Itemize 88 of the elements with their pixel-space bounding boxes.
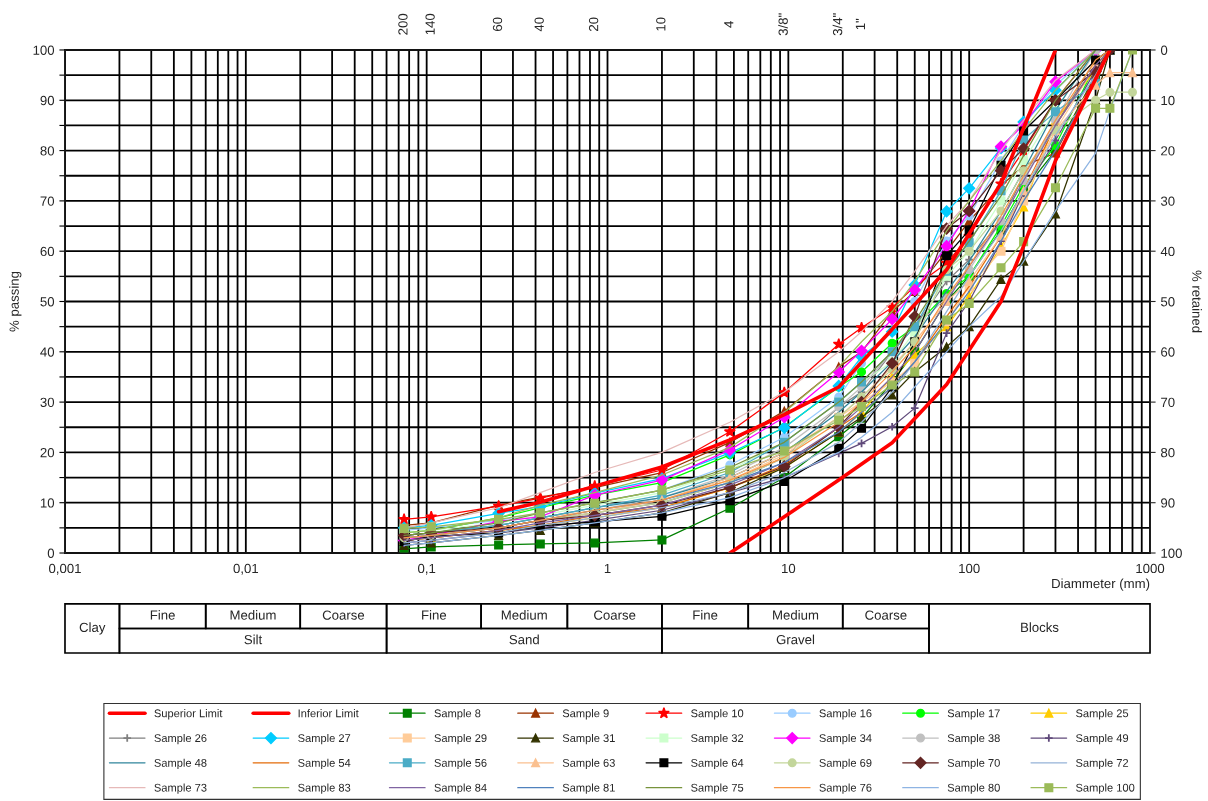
legend-label: Sample 81 bbox=[562, 783, 615, 794]
text: Coarse bbox=[865, 610, 907, 620]
legend-label: Sample 100 bbox=[1076, 783, 1135, 794]
text: 60 bbox=[492, 17, 503, 31]
legend-label: Sample 9 bbox=[562, 709, 609, 720]
text: Fine bbox=[693, 610, 718, 620]
legend-label: Sample 16 bbox=[819, 709, 872, 720]
x-tick-label: 10 bbox=[782, 563, 796, 574]
legend-label: Sample 25 bbox=[1076, 709, 1129, 720]
x-tick-label: 100 bbox=[959, 563, 980, 574]
y-tick-label: 20 bbox=[40, 447, 55, 458]
text: Silt bbox=[244, 634, 263, 645]
legend-label: Sample 69 bbox=[819, 758, 872, 770]
legend-label: Sample 56 bbox=[434, 758, 487, 770]
legend-label: Sample 34 bbox=[819, 733, 872, 745]
x-axis-title: Diammeter (mm) bbox=[1052, 578, 1150, 591]
legend-label: Sample 72 bbox=[1076, 758, 1129, 770]
legend-label: Sample 63 bbox=[562, 758, 615, 770]
y-tick-label: 60 bbox=[40, 246, 55, 257]
y-tick-label: 80 bbox=[40, 146, 55, 156]
legend-label: Sample 32 bbox=[691, 733, 744, 745]
legend-label: Sample 26 bbox=[154, 733, 207, 745]
text: Sand bbox=[509, 634, 539, 645]
legend-label: Sample 80 bbox=[947, 783, 1000, 794]
x-tick-label: 0,001 bbox=[49, 563, 81, 575]
y2-tick-label: 10 bbox=[1161, 95, 1175, 106]
y-tick-label: 100 bbox=[33, 45, 55, 55]
legend-label: Sample 38 bbox=[947, 733, 1000, 745]
y2-tick-label: 50 bbox=[1160, 297, 1175, 307]
x-tick-label: 0,1 bbox=[418, 563, 436, 575]
y-tick-label: 90 bbox=[40, 95, 55, 106]
y-tick-label: 30 bbox=[40, 397, 55, 408]
legend-label: Sample 64 bbox=[691, 758, 744, 770]
y2-tick-label: 80 bbox=[1161, 447, 1175, 458]
y-tick-label: 10 bbox=[40, 498, 55, 508]
y-axis-title: % passing bbox=[9, 271, 22, 332]
legend-label: Superior Limit bbox=[154, 709, 223, 720]
text: Blocks bbox=[1021, 622, 1059, 633]
legend-label: Sample 31 bbox=[562, 733, 615, 745]
legend-label: Sample 84 bbox=[434, 783, 487, 794]
text: 3/8" bbox=[778, 13, 788, 36]
legend-label: Sample 73 bbox=[154, 783, 207, 794]
text: 20 bbox=[588, 17, 599, 31]
text: 1" bbox=[855, 18, 865, 30]
text: 140 bbox=[425, 13, 435, 35]
legend-label: Sample 17 bbox=[947, 709, 1000, 720]
x-tick-label: 0,01 bbox=[233, 563, 259, 575]
legend-label: Sample 76 bbox=[819, 783, 872, 794]
text: 10 bbox=[656, 17, 666, 31]
text: Medium bbox=[501, 610, 547, 620]
y2-tick-label: 90 bbox=[1161, 498, 1175, 508]
text: Fine bbox=[150, 610, 175, 620]
text: Clay bbox=[79, 622, 106, 635]
y2-tick-label: 40 bbox=[1160, 246, 1175, 257]
y-tick-label: 0 bbox=[47, 548, 55, 558]
text: 40 bbox=[534, 17, 544, 32]
legend-label: Sample 83 bbox=[298, 783, 351, 794]
text: Medium bbox=[230, 610, 276, 620]
y-tick-label: 70 bbox=[40, 196, 55, 206]
y2-tick-label: 60 bbox=[1161, 347, 1175, 357]
legend-label: Sample 27 bbox=[298, 733, 351, 745]
text: Medium bbox=[773, 610, 819, 620]
y2-axis-title: % retained bbox=[1192, 270, 1202, 333]
legend-label: Sample 29 bbox=[434, 733, 487, 745]
y2-tick-label: 70 bbox=[1161, 397, 1175, 408]
y2-tick-label: 0 bbox=[1160, 45, 1168, 55]
text: Coarse bbox=[594, 610, 636, 620]
legend-label: Sample 48 bbox=[154, 758, 207, 770]
y-tick-label: 50 bbox=[40, 297, 55, 307]
legend-label: Sample 70 bbox=[947, 758, 1000, 770]
text: Coarse bbox=[322, 610, 365, 620]
legend-label: Sample 49 bbox=[1076, 733, 1129, 745]
legend-label: Sample 75 bbox=[691, 783, 744, 794]
text: Gravel bbox=[776, 634, 815, 645]
x-tick-label: 1 bbox=[604, 563, 611, 573]
text: 3/4" bbox=[832, 13, 843, 36]
y2-tick-label: 100 bbox=[1161, 548, 1182, 558]
x-tick-label: 1000 bbox=[1136, 563, 1165, 574]
text: 200 bbox=[398, 13, 408, 35]
legend-label: Sample 8 bbox=[434, 709, 481, 720]
text: Fine bbox=[422, 610, 447, 620]
text: 4 bbox=[724, 21, 734, 28]
y-tick-label: 40 bbox=[40, 347, 55, 357]
legend-label: Sample 54 bbox=[298, 758, 351, 770]
y2-tick-label: 30 bbox=[1160, 196, 1175, 206]
legend-label: Sample 10 bbox=[691, 709, 744, 720]
legend-label: Inferior Limit bbox=[298, 709, 359, 718]
y2-tick-label: 20 bbox=[1161, 146, 1175, 156]
